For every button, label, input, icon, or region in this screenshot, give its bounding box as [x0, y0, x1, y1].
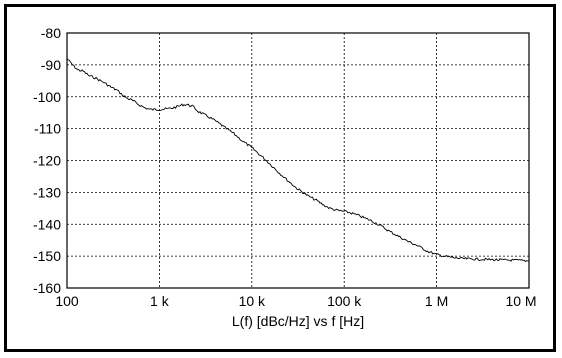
x-tick-label: 1 M [425, 293, 448, 309]
plot-area [66, 32, 530, 289]
y-tick-label: -130 [33, 184, 61, 200]
y-axis-tick-labels: -80 -90 -100 -110 -120 -130 -140 -150 -160 [33, 25, 61, 296]
y-tick-label: -150 [33, 248, 61, 264]
grid-layer [67, 33, 529, 288]
x-tick-label: 10 M [505, 293, 536, 309]
x-tick-label: 10 k [239, 293, 266, 309]
x-tick-label: 1 k [150, 293, 170, 309]
y-tick-label: -110 [34, 121, 61, 137]
series-layer [66, 58, 529, 263]
phase-noise-series-line [66, 58, 529, 263]
x-axis-tick-labels: 100 1 k 10 k 100 k 1 M 10 M [55, 293, 536, 309]
y-tick-label: -120 [33, 153, 61, 169]
chart-frame [4, 4, 556, 352]
y-tick-label: -90 [41, 57, 61, 73]
y-tick-label: -140 [33, 216, 61, 232]
y-tick-label: -100 [33, 89, 61, 105]
x-tick-label: 100 k [327, 293, 362, 309]
y-tick-label: -160 [33, 280, 61, 296]
y-tick-label: -80 [41, 25, 61, 41]
x-axis-title: L(f) [dBc/Hz] vs f [Hz] [232, 313, 364, 329]
x-tick-label: 100 [55, 293, 79, 309]
